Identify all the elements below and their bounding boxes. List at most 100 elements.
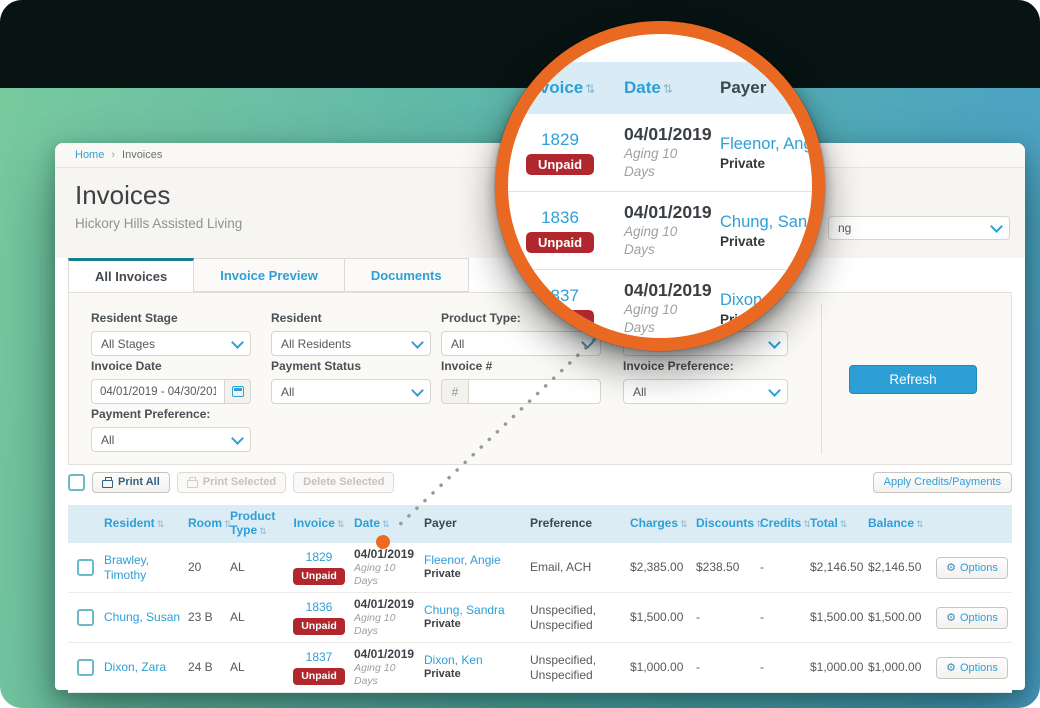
column-header-room[interactable]: Room ⇅ [188,516,232,531]
invoice-date-value: 04/01/2019 [624,280,712,301]
breadcrumb-separator-icon: › [111,149,116,161]
row-checkbox[interactable] [76,559,94,576]
gear-icon: ⚙ [946,612,956,624]
filter-resident-stage: Resident Stage All Stages [91,311,251,356]
payer-link[interactable]: Dixon, Ken [424,653,483,668]
balance-value: $1,500.00 [868,610,922,624]
row-checkbox[interactable] [76,659,94,676]
invoice-date-value: 04/01/2019 [624,202,712,223]
mag-column-invoice: Invoice ⇅ [524,78,596,97]
column-header-credits[interactable]: Credits ⇅ [760,516,811,531]
room-value: 23 B [188,610,213,624]
total-value: $1,500.00 [810,610,864,624]
status-badge: Unpaid [525,310,595,331]
invoice-link[interactable]: 1829 [305,549,333,564]
magnifier-row: 1836 Unpaid 04/01/2019 Aging 10 Days Chung… [508,192,812,270]
discounts-value: $238.50 [696,560,740,574]
invoice-date-input[interactable] [91,379,224,404]
payer-link[interactable]: Chung, Sandra [424,603,505,618]
column-header-product-type[interactable]: Product Type ⇅ [230,509,276,537]
aging-text: Aging 10 Days [354,561,396,587]
credits-value: - [760,560,764,574]
invoice-preference-select[interactable]: All [623,379,788,404]
select-all-checkbox[interactable] [68,473,85,491]
filter-invoice-number: Invoice # # [441,359,601,404]
row-checkbox[interactable] [76,609,94,626]
mag-column-date: Date ⇅ [624,78,673,97]
column-header-charges[interactable]: Charges ⇅ [630,516,688,531]
payment-status-select[interactable]: All [271,379,431,404]
chevron-down-icon [583,338,591,346]
column-header-discounts[interactable]: Discounts ⇅ [696,516,764,531]
sort-icon: ⇅ [662,82,673,96]
payer-type: Private [424,568,461,581]
product-type-value: AL [230,660,245,674]
column-header-balance[interactable]: Balance ⇅ [868,516,924,531]
payment-status-label: Payment Status [271,359,362,373]
print-all-button[interactable]: Print All [92,471,170,493]
options-button[interactable]: ⚙ Options [936,606,1008,629]
column-header-total[interactable]: Total ⇅ [810,516,848,531]
invoices-table: Resident ⇅ Room ⇅ Product Type ⇅ Invoice ⇅ D… [68,505,1012,693]
resident-stage-select[interactable]: All Stages [91,331,251,356]
aging-text: Aging 10 Days [354,611,396,637]
calendar-icon [231,386,244,397]
delete-selected-label: Delete Selected [303,476,385,488]
resident-stage-label: Resident Stage [91,311,178,325]
resident-value: All Residents [281,336,352,351]
column-header-invoice[interactable]: Invoice ⇅ [293,516,345,531]
community-select-value: ng [838,221,852,235]
column-header-payer: Payer [424,516,457,531]
status-badge: Unpaid [293,617,345,636]
credits-value: - [760,610,764,624]
resident-select[interactable]: All Residents [271,331,431,356]
filter-invoice-preference: Invoice Preference: All [623,359,788,404]
charges-value: $1,500.00 [630,610,684,624]
printer-icon [186,476,198,488]
sort-icon: ⇅ [259,526,267,536]
payer-type: Private [720,311,766,327]
chevron-down-icon [992,222,1000,230]
refresh-button[interactable]: Refresh [849,365,977,394]
invoice-link[interactable]: 1837 [305,649,333,664]
options-button[interactable]: ⚙ Options [936,556,1008,579]
tab-documents[interactable]: Documents [344,258,469,292]
magnifier-row: 1837 Unpaid 04/01/2019 Aging 10 Days Dixon… [508,270,812,338]
options-button[interactable]: ⚙ Options [936,656,1008,679]
delete-selected-button[interactable]: Delete Selected [293,471,395,493]
payer-link: Dixon, Ken [720,290,801,309]
calendar-button[interactable] [224,379,251,404]
sort-icon: ⇅ [680,519,688,530]
product-type-value: All [451,336,465,351]
invoice-link: 1836 [541,208,579,227]
credits-value: - [760,660,764,674]
breadcrumb-home-link[interactable]: Home [75,149,105,161]
column-header-date[interactable]: Date ⇅ [354,516,390,531]
apply-credits-payments-button[interactable]: Apply Credits/Payments [872,471,1012,493]
filter-payment-preference: Payment Preference: All [91,407,251,452]
tab-all-invoices[interactable]: All Invoices [68,258,195,292]
payer-type: Private [720,155,766,171]
payer-link[interactable]: Fleenor, Angie [424,553,501,568]
discounts-value: - [696,610,700,624]
invoice-date-label: Invoice Date [91,359,162,373]
resident-link[interactable]: Dixon, Zara [104,660,167,674]
payer-link: Fleenor, Angie [720,134,825,153]
magnifier-circle: Invoice ⇅ Date ⇅ Payer 1829 Unpaid 04/01/20… [495,21,825,351]
resident-link[interactable]: Chung, Susan [104,610,181,624]
print-selected-button[interactable]: Print Selected [176,471,287,493]
gear-icon: ⚙ [946,562,956,574]
aging-text: Aging 10 Days [354,661,396,687]
invoice-link[interactable]: 1836 [305,599,333,614]
tab-invoice-preview[interactable]: Invoice Preview [194,258,345,292]
preference-value: Unspecified, Unspecified [530,602,597,632]
room-value: 20 [188,560,202,574]
invoice-number-input[interactable] [468,379,601,404]
invoice-date-value: 04/01/2019 [624,124,712,145]
column-header-resident[interactable]: Resident ⇅ [104,516,165,531]
table-row: Dixon, Zara 24 B AL 1837 Unpaid 04/01/201… [68,643,1012,693]
invoice-preference-value: All [633,384,647,399]
payment-preference-select[interactable]: All [91,427,251,452]
resident-link[interactable]: Brawley, Timothy [104,552,150,582]
community-select[interactable]: ng [828,216,1010,240]
